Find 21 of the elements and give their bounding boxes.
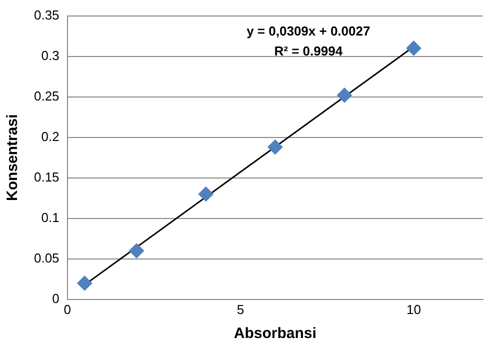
point — [336, 88, 352, 103]
y-tick-label: 0.25 — [34, 88, 60, 104]
x-tick-label: 0 — [64, 302, 71, 317]
y-tick-label: 0 — [52, 290, 60, 306]
annotation: y = 0,0309x + 0.0027 — [246, 23, 370, 38]
y-tick-label: 0.1 — [41, 210, 60, 225]
annotation: R² = 0.9994 — [274, 43, 344, 58]
point — [77, 276, 92, 291]
y-tick-label: 0.05 — [34, 250, 60, 266]
y-tick-label: 0.35 — [34, 7, 60, 22]
point — [129, 243, 144, 258]
y-axis-title: Konsentrasi — [4, 114, 22, 201]
point — [406, 40, 422, 56]
y-tick-label: 0.15 — [34, 169, 60, 184]
y-tick-label: 0.3 — [41, 48, 60, 63]
y-tick-label: 0.2 — [41, 128, 60, 144]
point — [198, 186, 214, 202]
x-axis-title: Absorbansi — [234, 325, 316, 342]
point — [268, 140, 283, 155]
x-tick-label: 5 — [236, 302, 244, 317]
x-tick-label: 10 — [406, 302, 421, 317]
